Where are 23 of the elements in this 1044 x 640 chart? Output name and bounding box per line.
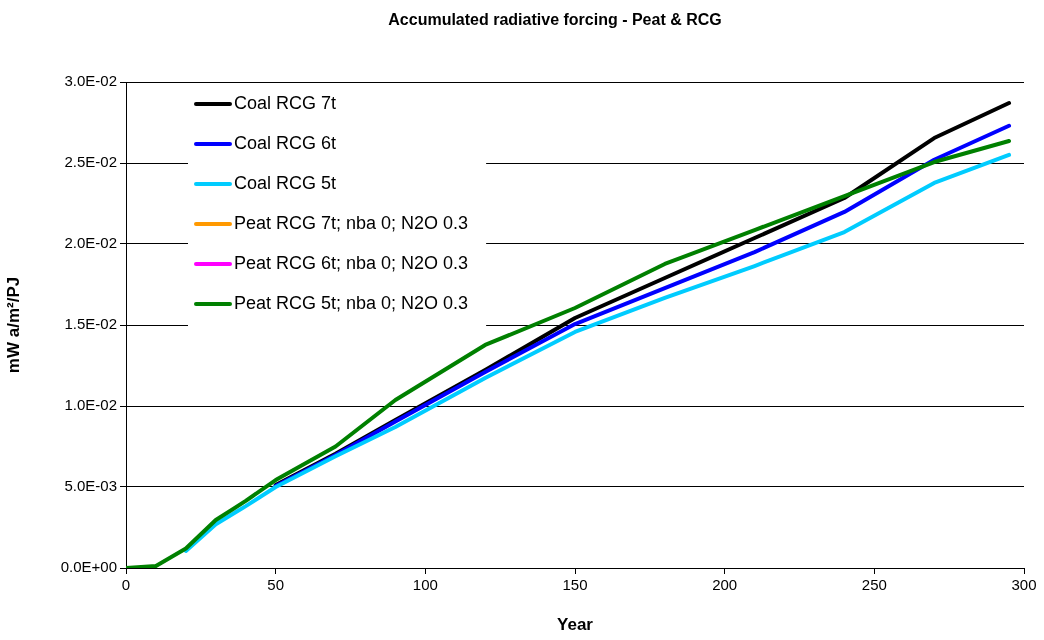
- y-tick-label: 0.0E+00: [60, 558, 117, 576]
- y-tick-label: 5.0E-03: [64, 477, 117, 495]
- legend-label: Coal RCG 5t: [234, 172, 337, 193]
- x-tick-label: 150: [562, 576, 588, 594]
- x-tick-label: 300: [1011, 576, 1037, 594]
- y-axis-title: mW a/m²/PJ: [3, 276, 23, 374]
- legend-label: Peat RCG 7t; nba 0; N2O 0.3: [234, 212, 469, 233]
- x-tick-label: 50: [267, 576, 285, 594]
- x-tick-label: 250: [861, 576, 887, 594]
- legend-label: Coal RCG 7t: [234, 92, 337, 113]
- x-axis-title: Year: [557, 615, 594, 635]
- y-tick-label: 2.5E-02: [64, 153, 117, 171]
- x-tick-label: 0: [121, 576, 131, 594]
- x-tick-label: 100: [412, 576, 438, 594]
- y-tick-label: 1.0E-02: [64, 396, 117, 414]
- y-tick-label: 2.0E-02: [64, 234, 117, 252]
- legend-label: Peat RCG 6t; nba 0; N2O 0.3: [234, 252, 469, 273]
- chart-title: Accumulated radiative forcing - Peat & RCG: [388, 11, 722, 29]
- legend-label: Peat RCG 5t; nba 0; N2O 0.3: [234, 292, 469, 313]
- x-tick-label: 200: [712, 576, 738, 594]
- y-tick-label: 3.0E-02: [64, 72, 117, 90]
- y-tick-label: 1.5E-02: [64, 315, 117, 333]
- legend-label: Coal RCG 6t: [234, 132, 337, 153]
